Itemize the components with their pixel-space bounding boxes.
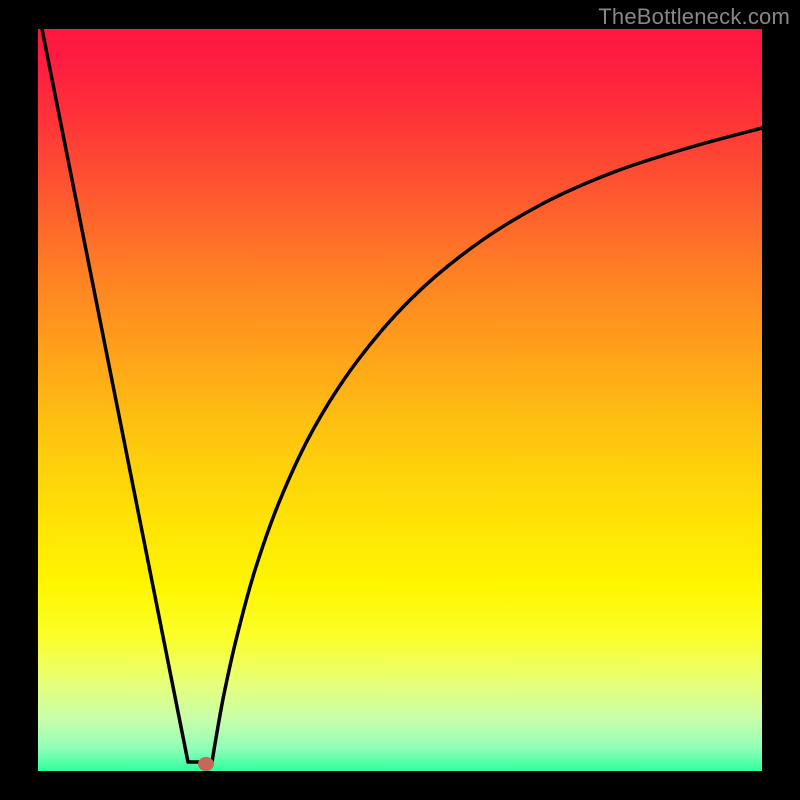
watermark-text: TheBottleneck.com bbox=[598, 4, 790, 30]
minimum-marker bbox=[198, 757, 214, 771]
bottleneck-chart bbox=[0, 0, 800, 800]
plot-background bbox=[38, 29, 762, 771]
